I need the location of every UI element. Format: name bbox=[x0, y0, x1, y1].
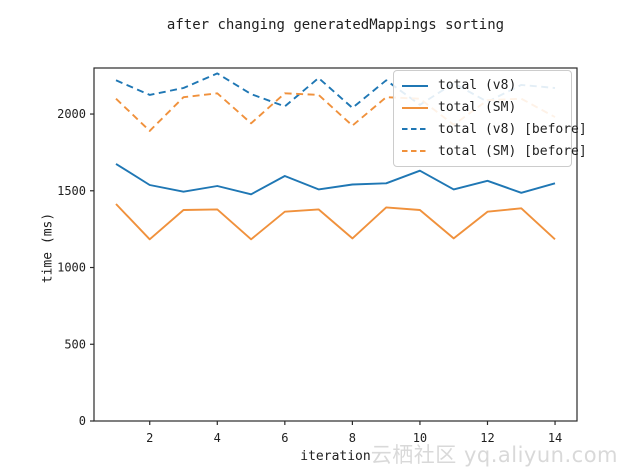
legend-item-3: total (SM) [before] bbox=[401, 140, 587, 162]
legend-label: total (v8) [before] bbox=[438, 121, 587, 137]
x-tick-label: 4 bbox=[214, 431, 221, 445]
y-tick-label: 0 bbox=[79, 414, 86, 428]
y-tick-label: 1500 bbox=[57, 184, 86, 198]
legend-line-sample-icon bbox=[402, 84, 428, 87]
y-axis-label: time (ms) bbox=[40, 212, 56, 284]
y-tick-label: 1000 bbox=[57, 261, 86, 275]
legend-item-0: total (v8) bbox=[401, 75, 565, 97]
series-line-total-sm bbox=[115, 203, 556, 241]
x-tick-label: 14 bbox=[548, 431, 562, 445]
watermark: 云栖社区 yq.aliyun.com bbox=[370, 443, 618, 467]
x-tick-label: 6 bbox=[281, 431, 288, 445]
legend-label: total (SM) bbox=[438, 100, 517, 116]
y-tick-label: 500 bbox=[64, 337, 86, 351]
x-tick-label: 2 bbox=[146, 431, 153, 445]
x-tick-label: 8 bbox=[349, 431, 356, 445]
legend-item-2: total (v8) [before] bbox=[401, 119, 587, 141]
legend: total (v8) total (SM) total (v8) [before] t… bbox=[393, 70, 587, 167]
x-tick-label: 12 bbox=[480, 431, 494, 445]
chart-title: after changing generatedMappings sorting bbox=[166, 17, 505, 33]
legend-label: total (v8) bbox=[438, 78, 517, 94]
plot-frame bbox=[93, 67, 578, 422]
legend-item-1: total (SM) bbox=[401, 97, 565, 119]
legend-line-sample-icon bbox=[402, 128, 428, 131]
legend-line-sample-icon bbox=[402, 106, 428, 109]
x-axis-label: iteration bbox=[300, 449, 371, 464]
y-tick-label: 2000 bbox=[57, 107, 86, 121]
x-tick-label: 10 bbox=[413, 431, 427, 445]
legend-label: total (SM) [before] bbox=[438, 143, 587, 159]
series-line-total-v8 bbox=[115, 163, 556, 196]
legend-line-sample-icon bbox=[402, 150, 428, 153]
